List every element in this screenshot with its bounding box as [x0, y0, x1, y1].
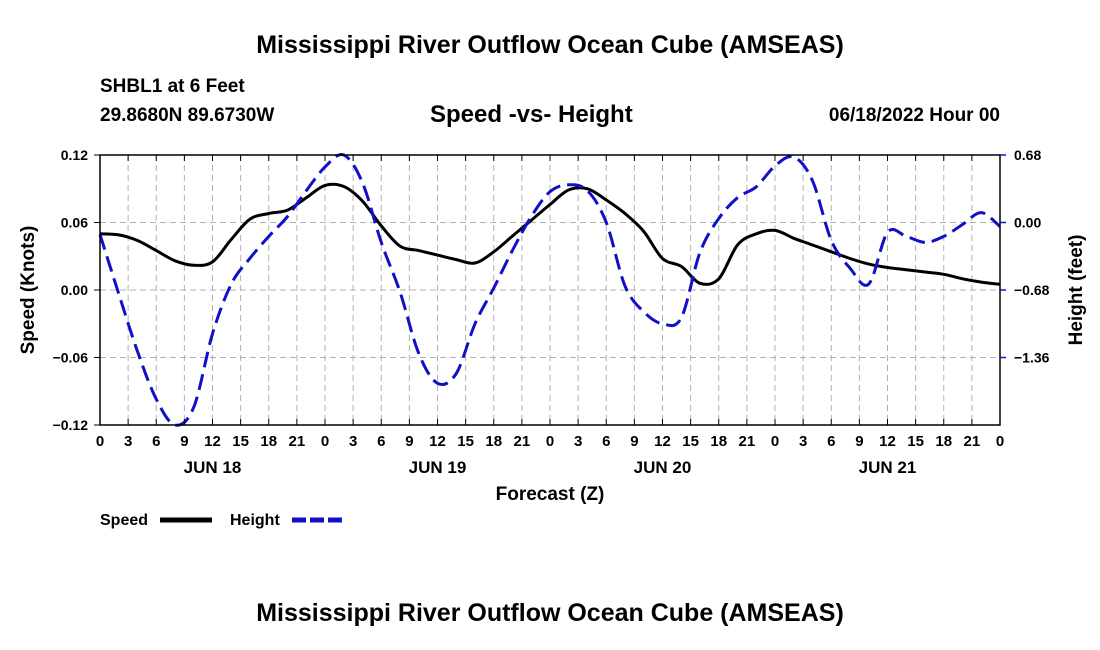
x-tick-label: 9	[855, 433, 863, 450]
x-tick-label: 18	[710, 433, 727, 450]
station-label: SHBL1 at 6 Feet	[100, 76, 245, 97]
x-tick-label: 0	[321, 433, 329, 450]
x-tick-label: 6	[602, 433, 610, 450]
x-tick-label: 6	[827, 433, 835, 450]
x-tick-label: 18	[485, 433, 502, 450]
y-tick-label: 0.12	[61, 147, 88, 163]
y-tick-label: 0.06	[61, 215, 88, 231]
day-label: JUN 19	[409, 458, 467, 477]
series-line-speed	[99, 182, 1001, 286]
day-label: JUN 18	[184, 458, 242, 477]
x-tick-label: 9	[630, 433, 638, 450]
x-tick-label: 0	[771, 433, 779, 450]
series-line-height	[98, 153, 1001, 427]
axis-layer: 0 3 6 9 12 15 18 21 0 3 6 9 12 15 18 21 0 3 6 9 12 15 18 21 0 3 6 9…	[53, 147, 1050, 477]
x-tick-label: 12	[204, 433, 221, 450]
x-tick-label: 18	[260, 433, 277, 450]
x-tick-label: 9	[405, 433, 413, 450]
x-tick-label: 18	[935, 433, 952, 450]
x-tick-label: 0	[96, 433, 104, 450]
grid-layer	[100, 154, 1000, 425]
y-tick-label: −0.06	[53, 350, 89, 366]
x-tick-label: 15	[907, 433, 924, 450]
y-tick-label: 0.00	[61, 282, 88, 298]
x-tick-label: 6	[377, 433, 385, 450]
x-tick-label: 12	[879, 433, 896, 450]
page-title-bottom: Mississippi River Outflow Ocean Cube (AM…	[256, 599, 844, 627]
series-layer	[98, 153, 1001, 427]
legend-height-label: Height	[230, 512, 280, 529]
x-tick-label: 21	[289, 433, 306, 450]
chart-subtitle: Speed -vs- Height	[430, 101, 633, 128]
x-tick-label: 0	[996, 433, 1004, 450]
x-tick-label: 0	[546, 433, 554, 450]
x-tick-label: 6	[152, 433, 160, 450]
y2-tick-label: −1.36	[1014, 350, 1050, 366]
x-tick-label: 12	[429, 433, 446, 450]
y-axis-title: Speed (Knots)	[18, 226, 39, 355]
x-axis-title: Forecast (Z)	[496, 484, 605, 505]
coordinates-label: 29.8680N 89.6730W	[100, 105, 275, 126]
x-tick-label: 3	[799, 433, 807, 450]
x-tick-label: 15	[232, 433, 249, 450]
y2-tick-label: −0.68	[1014, 282, 1050, 298]
x-tick-label: 21	[964, 433, 981, 450]
x-tick-label: 15	[457, 433, 474, 450]
y2-tick-label: 0.68	[1014, 147, 1041, 163]
y-tick-label: −0.12	[53, 417, 89, 433]
page-title: Mississippi River Outflow Ocean Cube (AM…	[256, 31, 844, 59]
y2-tick-label: 0.00	[1014, 215, 1041, 231]
x-tick-label: 3	[349, 433, 357, 450]
day-label: JUN 21	[859, 458, 917, 477]
day-label: JUN 20	[634, 458, 692, 477]
x-tick-label: 21	[514, 433, 531, 450]
legend-speed-label: Speed	[100, 512, 148, 529]
x-tick-label: 3	[124, 433, 132, 450]
x-tick-label: 12	[654, 433, 671, 450]
x-tick-label: 9	[180, 433, 188, 450]
x-tick-label: 21	[739, 433, 756, 450]
x-tick-label: 15	[682, 433, 699, 450]
forecast-datetime: 06/18/2022 Hour 00	[828, 105, 1000, 126]
y2-axis-title: Height (feet)	[1066, 235, 1087, 346]
x-tick-label: 3	[574, 433, 582, 450]
